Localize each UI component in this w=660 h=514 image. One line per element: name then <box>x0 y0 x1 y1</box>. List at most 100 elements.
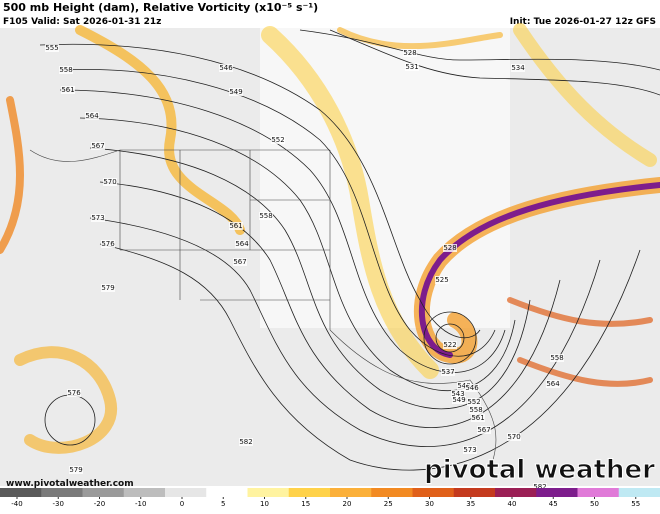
colorbar-label: 25 <box>384 500 393 508</box>
contour-label: 570 <box>103 178 116 186</box>
contour-label: 561 <box>471 414 484 422</box>
contour-label: 549 <box>229 88 242 96</box>
colorbar-swatch <box>82 488 125 497</box>
contour-label: 558 <box>259 212 272 220</box>
colorbar-swatch <box>330 488 372 497</box>
colorbar-swatch <box>536 488 578 497</box>
contour-label-bg <box>403 49 417 57</box>
contour-label-bg <box>441 368 455 376</box>
contour-label-bg <box>85 112 99 120</box>
contour-label-bg <box>59 66 73 74</box>
boundaries <box>29 149 497 471</box>
contour-label-bg <box>507 433 521 441</box>
colorbar-swatch <box>618 488 660 497</box>
contour-label: 579 <box>69 466 82 474</box>
contour-label-bg <box>471 414 485 422</box>
colorbar-swatch <box>0 488 42 497</box>
colorbar-swatch <box>577 488 620 497</box>
contour-label-bg <box>457 382 471 390</box>
contour-label-bg <box>465 384 479 392</box>
contour-label-bg <box>67 389 81 397</box>
colorbar-label: -10 <box>135 500 146 508</box>
contour-label-bg <box>463 446 477 454</box>
contour-label: 552 <box>271 136 284 144</box>
contour-label-bg <box>91 142 105 150</box>
contour-label: 522 <box>443 341 456 349</box>
contour-label: 534 <box>511 64 525 72</box>
contour-label: 573 <box>91 214 104 222</box>
watermark-logo: pivotal weather <box>424 455 655 485</box>
contour-label-bg <box>550 354 564 362</box>
colorbar-swatch <box>495 488 537 497</box>
contour-label-bg <box>101 284 115 292</box>
contour-label: 570 <box>507 433 520 441</box>
colorbar-label: 50 <box>590 500 599 508</box>
contour-label: 567 <box>477 426 490 434</box>
colorbar-swatch <box>247 488 290 497</box>
colorbar-label: -20 <box>94 500 105 508</box>
contour-label-bg <box>219 64 233 72</box>
contour-label-bg <box>45 44 59 52</box>
contour-label: 576 <box>101 240 115 248</box>
contour-label: 567 <box>91 142 104 150</box>
colorbar-swatch <box>41 488 83 497</box>
colorbar: -40 -30 -20 -10 0 5 10 15 20 25 30 35 40 45 50 55 <box>0 488 660 508</box>
contour-label-bg <box>235 240 249 248</box>
contour-label-bg <box>435 276 449 284</box>
contour-label: 546 <box>219 64 233 72</box>
contour-label: 528 <box>403 49 416 57</box>
contour-label: 543 <box>451 390 464 398</box>
colorbar-label: 45 <box>549 500 558 508</box>
contour-label-bg <box>229 88 243 96</box>
contour-label: 561 <box>61 86 74 94</box>
contour-labels: 5555585615645675705735765795465495525585… <box>45 44 564 491</box>
contour-label: 564 <box>546 380 560 388</box>
contour-label: 558 <box>550 354 563 362</box>
contour-label-bg <box>467 398 481 406</box>
colorbar-label: 35 <box>466 500 475 508</box>
watermark-url: www.pivotalweather.com <box>6 479 134 489</box>
contour-label: 525 <box>435 276 448 284</box>
colorbar-label: -30 <box>53 500 64 508</box>
contour-label-bg <box>443 244 457 252</box>
contour-label: 531 <box>405 63 418 71</box>
contour-label: 549 <box>452 396 465 404</box>
contour-label: 552 <box>467 398 480 406</box>
contour-label: 582 <box>533 483 546 491</box>
colorbar-label: 15 <box>301 500 310 508</box>
colorbar-label: 30 <box>425 500 434 508</box>
contour-label-bg <box>233 258 247 266</box>
colorbar-label: 0 <box>180 500 184 508</box>
contour-label-bg <box>61 86 75 94</box>
contour-label-bg <box>239 438 253 446</box>
colorbar-label: 20 <box>343 500 352 508</box>
title: 500 mb Height (dam), Relative Vorticity … <box>3 1 318 14</box>
valid-time: F105 Valid: Sat 2026-01-31 21z <box>3 17 161 27</box>
contour-label: 561 <box>229 222 242 230</box>
colorbar-label: 10 <box>260 500 269 508</box>
colorbar-swatch <box>288 488 331 497</box>
contour-label-bg <box>533 483 547 491</box>
contour-label: 546 <box>465 384 479 392</box>
contour-label-bg <box>101 240 115 248</box>
init-time: Init: Tue 2026-01-27 12z GFS <box>510 17 656 27</box>
colorbar-swatch <box>453 488 496 497</box>
contour-label: 564 <box>85 112 99 120</box>
contour-label-bg <box>452 396 466 404</box>
contour-label: 537 <box>441 368 454 376</box>
contour-label: 576 <box>67 389 81 397</box>
colorbar-label: -40 <box>11 500 22 508</box>
colorbar-label: 55 <box>631 500 640 508</box>
colorbar-swatch <box>123 488 166 497</box>
contour-label-bg <box>229 222 243 230</box>
colorbar-swatch <box>412 488 455 497</box>
contour-label: 579 <box>101 284 114 292</box>
contour-label: 567 <box>233 258 246 266</box>
contour-label: 555 <box>45 44 58 52</box>
contour-label: 528 <box>443 244 456 252</box>
contour-label: 582 <box>239 438 252 446</box>
contour-label: 564 <box>235 240 249 248</box>
colorbar-swatch <box>371 488 413 497</box>
contour-label-bg <box>511 64 525 72</box>
